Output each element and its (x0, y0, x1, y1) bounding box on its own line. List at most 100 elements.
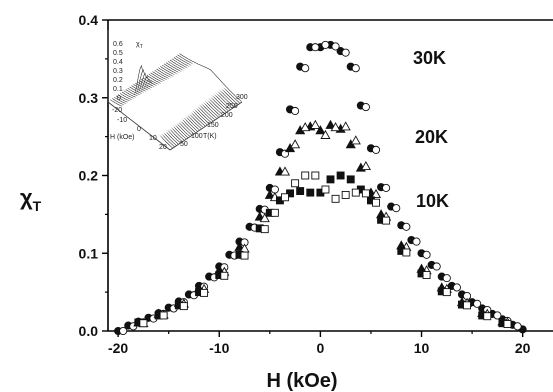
data-point-30k-open-circle (473, 299, 482, 308)
data-point-10k-open-square (402, 248, 411, 257)
y-axis-title: χT (20, 185, 42, 214)
data-point-20k-open-triangle (350, 135, 361, 145)
data-point-30k-open-circle (402, 222, 411, 231)
data-markers (114, 40, 527, 336)
data-point-30k-open-circle (422, 250, 431, 259)
data-point-10k-open-square (372, 198, 380, 207)
inset-mesh-line (179, 53, 242, 102)
inset-t-tick: 200 (221, 112, 233, 119)
data-point-10k-open-square (503, 320, 512, 328)
inset-h-tick: 0 (137, 126, 141, 133)
data-point-10k-open-square (382, 216, 391, 225)
inset-mesh (110, 53, 242, 149)
inset-t-axis (169, 101, 243, 151)
series-label-20k: 20K (415, 127, 448, 147)
y-tick-label: 0.3 (79, 90, 99, 106)
data-point-30k-open-circle (311, 43, 320, 52)
data-point-10k-open-square (331, 194, 340, 203)
inset-z-tick: 0 (117, 95, 121, 102)
inset-h-tick: -10 (117, 117, 127, 124)
y-tick-label: 0.0 (79, 323, 99, 339)
data-point-30k-open-circle (331, 42, 340, 51)
inset-z-tick: 0.5 (113, 50, 123, 57)
data-point-10k-open-square (351, 188, 360, 197)
inset-3d-surface: 0.6 0.5 0.4 0.3 0.2 0.1 0 χT -20 -10 0 1… (107, 30, 248, 151)
data-point-10k-open-square (270, 208, 279, 217)
x-tick-label: 20 (515, 340, 531, 356)
data-point-30k-open-circle (432, 262, 441, 271)
inset-t-tick: 300 (236, 94, 248, 101)
data-point-20k-open-triangle (330, 122, 341, 132)
data-point-30k-open-circle (513, 322, 522, 331)
data-point-10k-filled-square (326, 175, 335, 184)
data-point-10k-open-square (240, 251, 249, 260)
data-point-30k-open-circle (321, 40, 330, 49)
series-label-30k: 30K (413, 48, 446, 68)
inset-h-tick: -20 (112, 107, 122, 114)
data-point-20k-open-triangle (300, 122, 311, 132)
data-point-10k-open-square (281, 193, 289, 202)
data-point-30k-open-circle (493, 311, 502, 320)
inset-h-tick: 10 (149, 135, 157, 142)
data-point-10k-open-square (260, 225, 269, 234)
x-tick-label: 0 (316, 340, 324, 356)
data-point-30k-open-circle (301, 64, 310, 73)
inset-t-label: T(K) (203, 133, 217, 140)
inset-z-tick: 0.6 (113, 41, 123, 48)
data-point-10k-open-square (321, 185, 330, 194)
data-point-20k-open-triangle (310, 119, 321, 129)
data-point-30k-open-circle (119, 326, 128, 336)
data-point-10k-open-square (200, 288, 209, 297)
data-point-30k-open-circle (392, 204, 401, 213)
x-tick-label: -20 (108, 340, 128, 356)
data-point-30k-open-circle (341, 48, 350, 57)
data-point-20k-filled-triangle (234, 241, 245, 251)
data-point-20k-open-triangle (320, 129, 331, 139)
inset-z-tick: 0.2 (113, 77, 123, 84)
series-label-10k: 10K (416, 191, 449, 211)
data-point-30k-open-circle (371, 145, 381, 154)
inset-z-tick: 0.3 (113, 68, 123, 75)
data-point-10k-open-square (442, 288, 451, 297)
data-point-20k-open-triangle (259, 213, 270, 223)
x-axis-title: H (kOe) (266, 370, 337, 392)
data-point-30k-open-circle (351, 64, 360, 73)
data-point-10k-open-square (361, 189, 370, 198)
y-tick-label: 0.1 (79, 245, 99, 261)
data-point-10k-filled-square (306, 188, 315, 197)
inset-z-label: χT (136, 41, 143, 50)
data-point-10k-open-square (341, 190, 350, 199)
inset-h-label: H (kOe) (110, 134, 135, 141)
data-point-30k-open-circle (452, 283, 461, 292)
y-tick-label: 0.4 (79, 12, 99, 28)
data-point-30k-open-circle (291, 106, 300, 116)
data-point-10k-open-square (291, 179, 300, 188)
data-point-10k-filled-square (346, 175, 355, 184)
data-point-20k-filled-triangle (264, 189, 275, 199)
y-axis-symbol: χ (20, 185, 33, 210)
data-point-10k-open-square (463, 301, 471, 310)
y-axis-subscript: T (33, 198, 42, 214)
data-point-10k-open-square (179, 302, 188, 311)
data-point-30k-open-circle (412, 237, 421, 246)
inset-h-tick: 20 (159, 144, 167, 151)
inset-t-tick: 250 (226, 103, 238, 110)
inset-t-tick: 100 (191, 133, 203, 140)
inset-z-tick: 0.1 (113, 86, 123, 93)
data-point-10k-filled-square (336, 171, 345, 180)
data-point-10k-open-square (159, 311, 168, 320)
data-point-10k-open-square (422, 271, 431, 279)
inset-t-tick: 50 (180, 141, 188, 148)
data-point-20k-filled-triangle (315, 125, 326, 135)
data-point-20k-filled-triangle (325, 119, 336, 129)
data-point-20k-open-triangle (290, 139, 301, 149)
data-point-10k-filled-square (296, 187, 305, 196)
inset-t-tick: 150 (207, 122, 219, 129)
data-point-20k-open-triangle (370, 188, 382, 199)
x-tick-label: -10 (209, 340, 229, 356)
inset-z-subscript: T (140, 44, 143, 50)
data-point-10k-open-square (483, 312, 492, 321)
data-point-30k-open-circle (442, 274, 451, 283)
data-point-30k-open-circle (270, 185, 279, 194)
